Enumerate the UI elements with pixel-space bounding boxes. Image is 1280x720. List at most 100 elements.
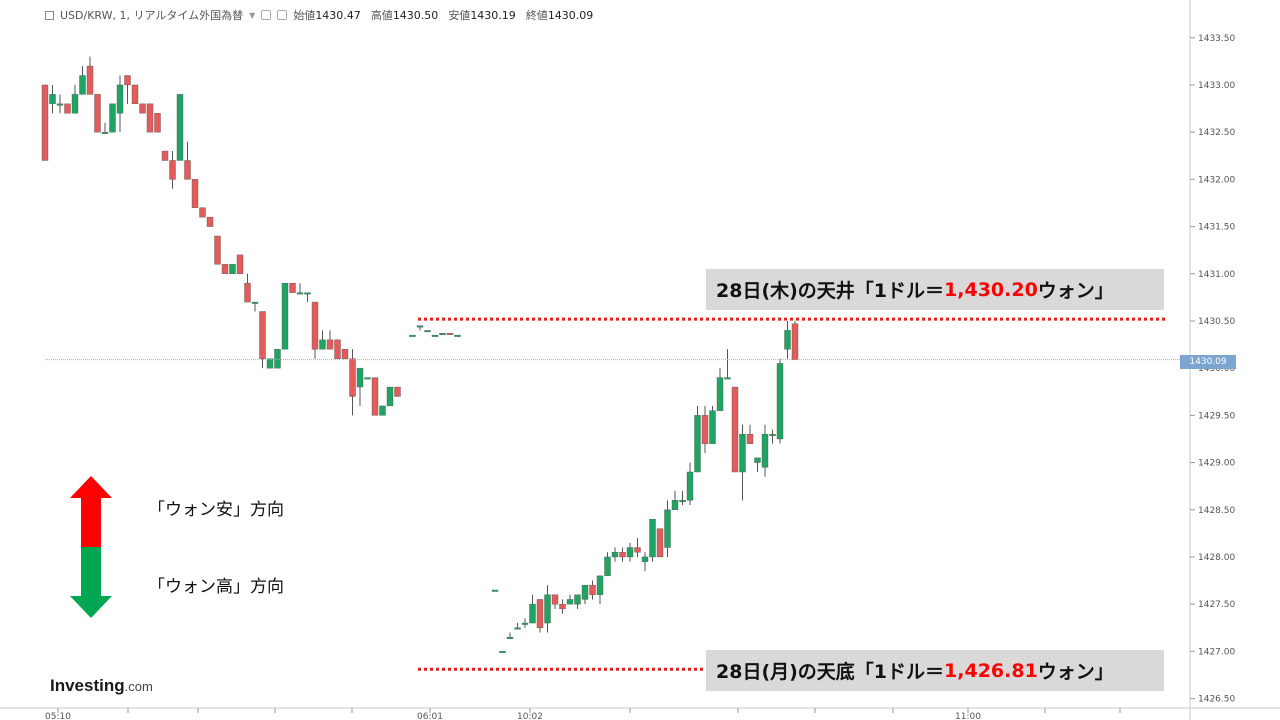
candle [634,538,641,557]
candle [326,330,334,350]
candle [709,405,716,444]
toggle-icon[interactable] [277,10,288,20]
candle-body [191,179,199,208]
candle-body [49,94,56,105]
candle [296,283,304,295]
open-label: 始値 [293,9,316,22]
candle-body [664,509,671,548]
candle [319,330,326,350]
candle-body [701,415,709,444]
candle-body [596,575,604,595]
candle [604,552,611,577]
candle [664,500,671,557]
candle-body [424,330,431,333]
investing-logo: Investing.com [50,676,153,696]
legend-down-label: 「ウォン高」方向 [148,577,284,597]
symbol-label: USD/KRW, 1, リアルタイム外国為替 [60,9,244,22]
low-label: 安値 [448,9,471,22]
candle-body [686,471,694,501]
candle-body [86,65,94,95]
candle [79,66,86,95]
candle [619,547,626,562]
callout-bottom-prefix: 28日(月)の天底「1ドル＝ [716,661,945,683]
candle [169,151,176,189]
y-tick-label: 1428.00 [1198,553,1235,563]
candle [394,386,401,397]
callout-top-prefix: 28日(木)の天井「1ドル＝ [716,280,945,302]
candle [536,599,544,633]
candle [776,358,784,444]
candle [176,94,184,161]
candle-body [574,594,581,605]
candle [64,103,71,114]
candle-body [386,386,394,407]
candle-body [154,113,161,133]
candle-body [334,339,341,359]
candle [716,368,724,411]
candle-body [634,547,641,553]
candle-body [364,377,371,380]
low-value: 1430.19 [470,9,516,22]
candle-body [716,377,724,411]
logo-suffix: .com [124,679,153,694]
callout-top-value: 1,430.20 [944,278,1038,301]
candle [244,273,251,303]
candle-body [776,363,784,440]
candle [769,429,776,444]
candle-body [94,94,101,133]
candle [349,349,356,416]
legend-up-label: 「ウォン安」方向 [148,500,284,520]
y-tick-label: 1427.00 [1198,647,1235,657]
candle [656,528,664,558]
candle [446,333,454,335]
candle [544,585,551,633]
collapse-icon[interactable] [45,10,54,20]
candle [686,462,694,506]
candle [41,84,49,161]
open-value: 1430.47 [315,9,361,22]
candle-body [544,594,551,624]
candle [454,334,461,337]
settings-icon[interactable] [261,10,272,20]
candle [671,490,679,510]
candle [356,367,364,406]
candle [206,216,214,227]
candle-body [694,415,701,473]
candle-body [124,75,131,86]
candle [416,325,424,331]
candle-body [109,103,116,133]
candle-body [581,585,589,600]
candle-body [319,339,326,350]
candle [409,334,416,337]
y-tick-label: 1431.50 [1198,223,1235,233]
callout-top-suffix: ウォン」 [1037,280,1114,302]
candle [679,490,686,506]
candle [281,283,289,350]
y-tick-label: 1432.50 [1198,128,1235,138]
y-tick-label: 1432.00 [1198,175,1235,185]
candle-body [379,405,386,416]
candle-body [739,434,746,473]
high-value: 1430.50 [392,9,439,22]
candle-body [769,434,776,436]
candle [364,377,371,380]
candle-body [551,594,559,605]
candle-body [349,358,356,397]
chevron-down-icon[interactable]: ▼ [249,10,256,20]
candle-body [731,386,739,473]
candle-body [619,552,626,558]
candle-body [499,651,506,654]
close-value: 1430.09 [547,9,594,22]
candle-body [304,292,311,295]
candle-body [536,599,544,628]
candle [731,386,739,473]
candle [611,547,619,562]
x-tick-label: 11:00 [955,712,981,720]
candle [784,320,791,359]
candle [754,457,761,472]
candle [341,349,349,359]
candle-body [371,377,379,416]
candle [724,349,731,380]
y-tick-label: 1426.50 [1198,695,1235,705]
